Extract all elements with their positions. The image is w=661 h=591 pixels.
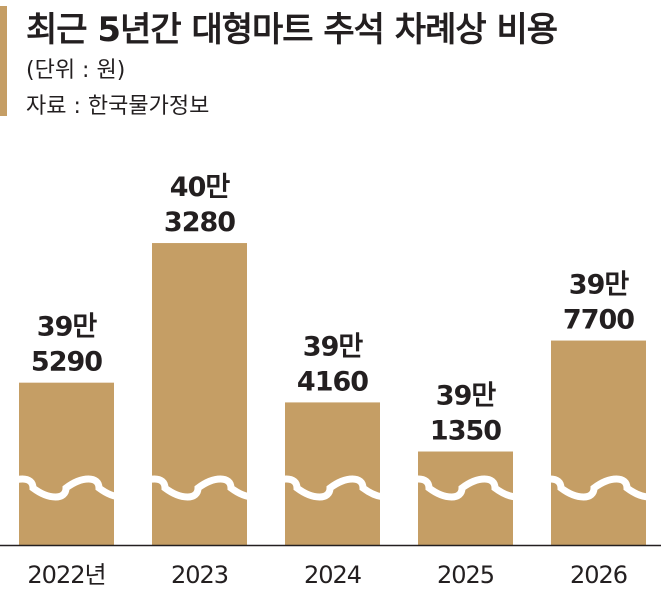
data-label-bottom: 5290: [31, 347, 102, 378]
chart-title: 최근 5년간 대형마트 추석 차례상 비용: [26, 10, 558, 50]
data-label-top: 40만: [170, 172, 231, 203]
bar-2025: [418, 451, 513, 545]
bar-2026: [551, 340, 646, 545]
data-label-bottom: 4160: [297, 366, 368, 397]
x-tick-label: 2025: [437, 561, 494, 589]
axis-break-wave: [0, 475, 661, 501]
x-tick-label: 2026: [570, 561, 627, 589]
unit-label: (단위 : 원): [26, 58, 126, 83]
data-label-top: 39만: [37, 312, 98, 343]
bar-2024: [285, 402, 380, 545]
source-label: 자료 : 한국물가정보: [26, 94, 210, 119]
data-label-bottom: 1350: [430, 416, 501, 447]
accent-bar: [0, 6, 7, 116]
data-label-top: 39만: [303, 331, 364, 362]
x-tick-label: 2024: [304, 561, 361, 589]
x-tick-label: 2022년: [27, 561, 105, 589]
x-tick-label: 2023: [171, 561, 228, 589]
data-label-bottom: 7700: [563, 305, 634, 336]
data-label-top: 39만: [436, 381, 497, 412]
data-label-top: 39만: [569, 270, 630, 301]
data-label-bottom: 3280: [164, 207, 235, 238]
bar-2023: [152, 243, 247, 545]
bar-2022년: [19, 382, 114, 545]
